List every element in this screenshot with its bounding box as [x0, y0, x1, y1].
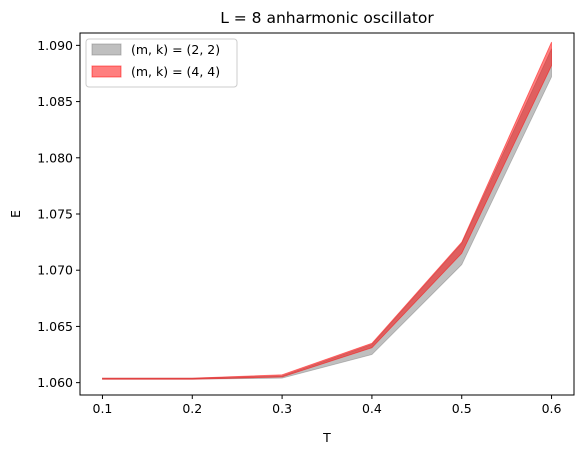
x-axis-label: T — [322, 430, 331, 445]
legend-frame — [85, 38, 238, 88]
legend-label-gray: (m, k) = (2, 2) — [131, 42, 220, 57]
x-tick-label: 0.1 — [93, 401, 113, 416]
x-tick-label: 0.6 — [542, 401, 562, 416]
x-tick-label: 0.2 — [182, 401, 202, 416]
x-axis: 0.1 0.2 0.3 0.4 0.5 0.6 — [93, 395, 562, 416]
y-tick-label: 1.065 — [37, 319, 73, 334]
x-tick-label: 0.4 — [362, 401, 382, 416]
legend: (m, k) = (2, 2) (m, k) = (4, 4) — [85, 38, 238, 88]
x-tick-label: 0.3 — [272, 401, 292, 416]
y-axis: 1.060 1.065 1.070 1.075 1.080 1.085 1.090 — [37, 38, 80, 390]
bands — [102, 41, 552, 380]
y-tick-label: 1.085 — [37, 94, 73, 109]
band-series-0 — [102, 48, 552, 380]
y-tick-label: 1.090 — [37, 38, 73, 53]
legend-swatch-gray — [91, 43, 122, 56]
y-tick-label: 1.080 — [37, 150, 73, 165]
y-tick-label: 1.075 — [37, 207, 73, 222]
band-series-1 — [102, 41, 552, 380]
chart-title: L = 8 anharmonic oscillator — [220, 9, 434, 27]
y-tick-label: 1.070 — [37, 263, 73, 278]
x-tick-label: 0.5 — [452, 401, 472, 416]
y-tick-label: 1.060 — [37, 375, 73, 390]
y-axis-label: E — [8, 210, 23, 218]
legend-swatch-red — [91, 65, 122, 78]
legend-label-red: (m, k) = (4, 4) — [131, 64, 220, 79]
